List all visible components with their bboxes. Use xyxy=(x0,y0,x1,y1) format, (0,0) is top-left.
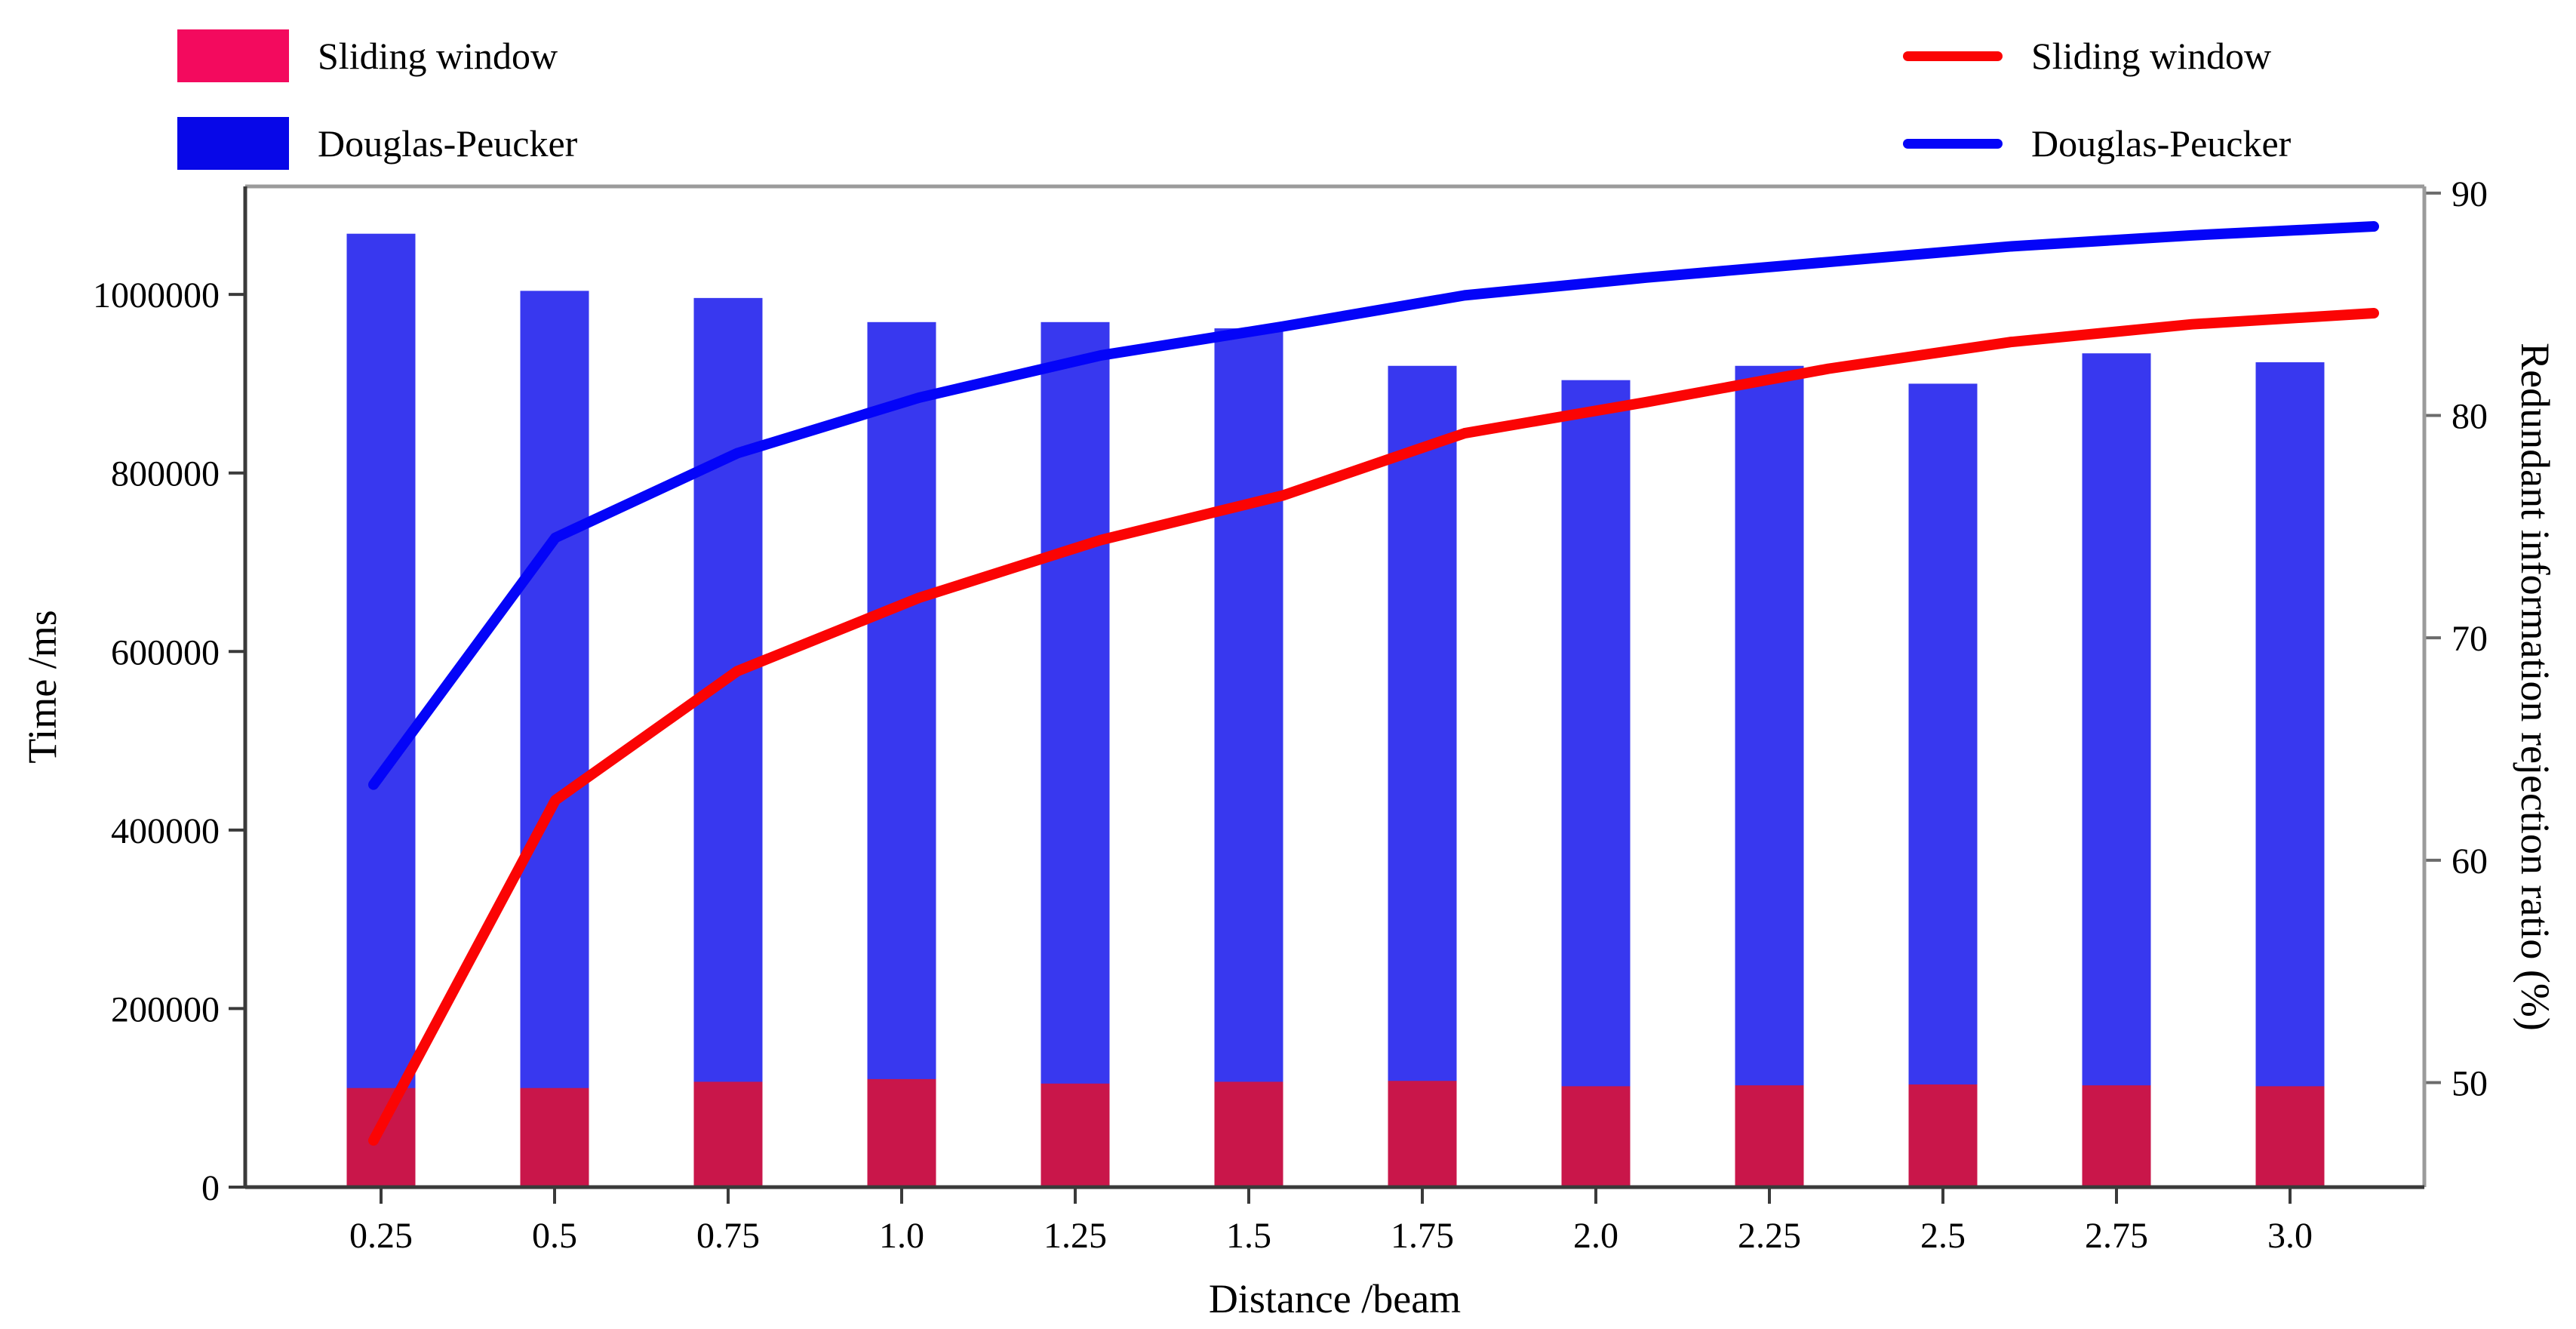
y-axis-title-left-wrap: Time /ms xyxy=(6,186,78,1187)
bar-sliding-window-1.0 xyxy=(867,1078,936,1187)
bar-sliding-window-2.0 xyxy=(1561,1086,1631,1187)
bar-douglas-peucker-2.25 xyxy=(1735,365,1804,1188)
bar-sliding-window-2.5 xyxy=(1908,1084,1978,1187)
bar-douglas-peucker-2.75 xyxy=(2082,353,2151,1187)
bar-sliding-window-3.0 xyxy=(2255,1086,2325,1187)
legend-lines: Sliding window Douglas-Peucker xyxy=(1903,29,2291,204)
x-tick-label: 2.5 xyxy=(1920,1216,1966,1256)
x-tick-label: 2.75 xyxy=(2085,1216,2148,1256)
x-tick-label: 3.0 xyxy=(2267,1216,2313,1256)
y-axis-title-right: Redundant information rejection ratio (%… xyxy=(2513,343,2559,1031)
legend-line-item-douglas-peucker: Douglas-Peucker xyxy=(1903,116,2291,171)
x-tick-label: 0.25 xyxy=(349,1216,413,1256)
x-axis-title: Distance /beam xyxy=(1208,1276,1462,1321)
legend-line-item-sliding-window: Sliding window xyxy=(1903,29,2291,83)
legend-bars: Sliding window Douglas-Peucker xyxy=(177,29,577,204)
bar-swatch-sliding-window xyxy=(177,29,289,82)
line-swatch-douglas-peucker xyxy=(1903,138,2003,149)
legend-bar-item-douglas-peucker: Douglas-Peucker xyxy=(177,116,577,171)
x-tick-label: 0.5 xyxy=(532,1216,577,1256)
y-right-tick-label: 90 xyxy=(2452,174,2488,214)
bar-sliding-window-0.5 xyxy=(520,1088,589,1187)
x-tick-label: 2.0 xyxy=(1573,1216,1618,1256)
bar-sliding-window-2.75 xyxy=(2082,1085,2151,1187)
legend-line-label-sliding-window: Sliding window xyxy=(2031,35,2272,77)
bar-douglas-peucker-1.25 xyxy=(1041,321,1110,1187)
x-tick-label: 2.25 xyxy=(1738,1216,1801,1256)
y-right-tick-label: 80 xyxy=(2452,397,2488,437)
legend-bar-label-douglas-peucker: Douglas-Peucker xyxy=(318,122,578,165)
bar-sliding-window-1.25 xyxy=(1041,1083,1110,1187)
x-tick-label: 1.5 xyxy=(1226,1216,1271,1256)
bar-douglas-peucker-2.0 xyxy=(1561,380,1631,1187)
bar-sliding-window-0.25 xyxy=(346,1088,416,1187)
bar-sliding-window-1.5 xyxy=(1214,1081,1283,1187)
y-left-tick-label: 600000 xyxy=(111,632,220,672)
bar-douglas-peucker-0.5 xyxy=(520,291,589,1187)
y-axis-title-right-wrap: Redundant information rejection ratio (%… xyxy=(2499,186,2571,1187)
bar-sliding-window-2.25 xyxy=(1735,1085,1804,1187)
bar-douglas-peucker-2.5 xyxy=(1908,383,1978,1187)
line-sliding-window xyxy=(368,307,2379,1146)
y-left-tick-label: 200000 xyxy=(111,989,220,1029)
bar-douglas-peucker-3.0 xyxy=(2255,362,2325,1187)
y-axis-title-left: Time /ms xyxy=(20,610,65,764)
legend-line-label-douglas-peucker: Douglas-Peucker xyxy=(2031,122,2292,165)
bar-douglas-peucker-1.75 xyxy=(1388,365,1457,1188)
x-tick-label: 1.75 xyxy=(1391,1216,1454,1256)
legend-bar-item-sliding-window: Sliding window xyxy=(177,29,577,83)
x-tick-label: 1.0 xyxy=(879,1216,924,1256)
y-right-tick-label: 70 xyxy=(2452,619,2488,659)
bar-sliding-window-1.75 xyxy=(1388,1081,1457,1187)
y-left-tick-label: 1000000 xyxy=(93,275,220,315)
bar-swatch-douglas-peucker xyxy=(177,117,289,170)
bar-sliding-window-0.75 xyxy=(693,1081,763,1187)
line-swatch-sliding-window xyxy=(1903,51,2003,61)
y-right-tick-label: 50 xyxy=(2452,1064,2488,1104)
y-right-tick-label: 60 xyxy=(2452,841,2488,881)
bar-douglas-peucker-1.5 xyxy=(1214,328,1283,1188)
bar-douglas-peucker-1.0 xyxy=(867,321,936,1187)
bar-douglas-peucker-0.75 xyxy=(693,297,763,1188)
y-left-tick-label: 800000 xyxy=(111,454,220,494)
y-left-tick-label: 400000 xyxy=(111,811,220,851)
y-left-tick-label: 0 xyxy=(201,1168,220,1208)
bar-douglas-peucker-0.25 xyxy=(346,233,416,1187)
x-tick-label: 0.75 xyxy=(696,1216,760,1256)
line-douglas-peucker xyxy=(368,221,2379,790)
legend-bar-label-sliding-window: Sliding window xyxy=(318,35,558,77)
x-tick-label: 1.25 xyxy=(1044,1216,1107,1256)
